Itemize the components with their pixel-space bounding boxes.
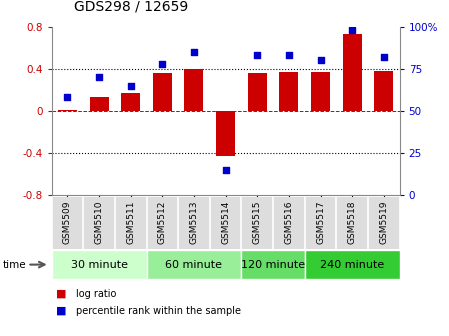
Bar bbox=[374, 71, 393, 111]
Text: log ratio: log ratio bbox=[76, 289, 117, 299]
Text: 240 minute: 240 minute bbox=[320, 260, 384, 269]
Text: 30 minute: 30 minute bbox=[70, 260, 128, 269]
Text: GSM5510: GSM5510 bbox=[95, 201, 104, 244]
Point bbox=[127, 83, 134, 88]
Point bbox=[285, 53, 292, 58]
Point bbox=[159, 61, 166, 67]
Point bbox=[190, 49, 198, 55]
Text: GSM5515: GSM5515 bbox=[253, 201, 262, 244]
Bar bbox=[58, 110, 77, 111]
Text: ■: ■ bbox=[56, 306, 66, 316]
Bar bbox=[279, 72, 299, 111]
Bar bbox=[216, 111, 235, 156]
Bar bbox=[146, 250, 242, 279]
Point bbox=[64, 95, 71, 100]
Bar bbox=[343, 34, 361, 111]
Text: percentile rank within the sample: percentile rank within the sample bbox=[76, 306, 241, 316]
Bar bbox=[248, 73, 267, 111]
Text: GSM5511: GSM5511 bbox=[126, 201, 135, 244]
Point bbox=[96, 75, 103, 80]
Point bbox=[380, 54, 387, 60]
Text: GSM5519: GSM5519 bbox=[379, 201, 388, 244]
Point bbox=[254, 53, 261, 58]
Text: time: time bbox=[2, 260, 26, 269]
Point bbox=[317, 58, 324, 63]
Bar bbox=[52, 250, 146, 279]
Text: GSM5517: GSM5517 bbox=[316, 201, 325, 244]
Point bbox=[348, 28, 356, 33]
Text: GDS298 / 12659: GDS298 / 12659 bbox=[74, 0, 188, 13]
Bar bbox=[305, 250, 400, 279]
Bar bbox=[121, 93, 140, 111]
Text: 120 minute: 120 minute bbox=[241, 260, 305, 269]
Bar bbox=[153, 73, 172, 111]
Bar bbox=[185, 69, 203, 111]
Text: GSM5518: GSM5518 bbox=[348, 201, 357, 244]
Text: GSM5514: GSM5514 bbox=[221, 201, 230, 244]
Text: ■: ■ bbox=[56, 289, 66, 299]
Text: GSM5509: GSM5509 bbox=[63, 201, 72, 244]
Text: GSM5512: GSM5512 bbox=[158, 201, 167, 244]
Text: GSM5516: GSM5516 bbox=[284, 201, 293, 244]
Bar bbox=[311, 72, 330, 111]
Bar bbox=[90, 97, 109, 111]
Bar bbox=[242, 250, 305, 279]
Text: GSM5513: GSM5513 bbox=[189, 201, 198, 244]
Point bbox=[222, 167, 229, 172]
Text: 60 minute: 60 minute bbox=[166, 260, 223, 269]
